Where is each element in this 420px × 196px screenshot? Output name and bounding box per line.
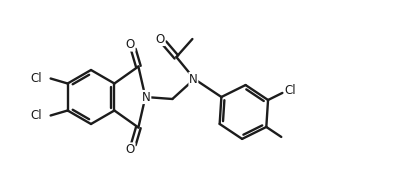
Text: O: O <box>126 143 135 156</box>
Text: Cl: Cl <box>30 72 42 85</box>
Text: Cl: Cl <box>30 109 42 122</box>
Text: Cl: Cl <box>285 84 296 97</box>
Text: N: N <box>142 91 151 103</box>
Text: N: N <box>189 73 198 85</box>
Text: O: O <box>156 33 165 45</box>
Text: O: O <box>126 38 135 51</box>
